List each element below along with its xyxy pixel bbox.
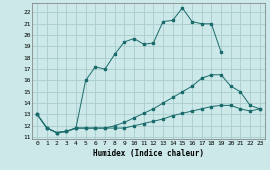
X-axis label: Humidex (Indice chaleur): Humidex (Indice chaleur) — [93, 149, 204, 158]
